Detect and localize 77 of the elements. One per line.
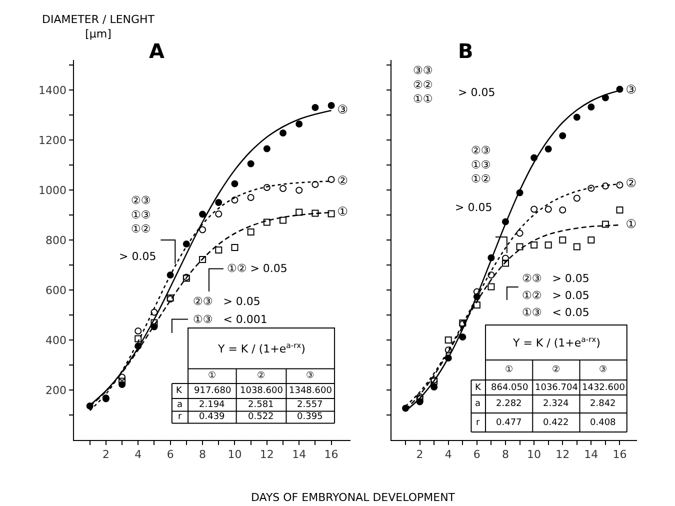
annotation: ② [257,371,266,381]
annotation: > 0.05 [458,86,496,99]
annotation: > 0.05 [119,250,156,263]
annotation: ①③ < 0.001 [193,313,268,326]
annotation: 1348.600 [289,386,332,396]
x-tick-label: 10 [228,448,242,462]
annotation: ①③ < 0.05 [522,306,590,319]
annotation: 0.439 [199,412,226,422]
series-label: ① [331,204,348,218]
annotation: 1036.704 [535,383,578,393]
annotation: K [475,383,482,393]
annotation: 2.557 [297,400,323,410]
annotation: Y = K / (1+e$^{a-rx}$) [217,341,306,356]
x-tick-label: 12 [260,448,274,462]
x-tick-label: 10 [527,448,542,462]
annotation: ②③ > 0.05 [522,272,590,285]
annotation: K [176,386,183,396]
annotation: ① [505,365,514,375]
annotation: ② [552,365,560,375]
annotation: 2.324 [543,399,570,409]
annotation: ③③ ②② ①① [413,64,433,106]
annotation: 917.680 [194,386,232,396]
y-tick-label: 1000 [38,184,67,197]
annotation: ②③ ①③ ①② [131,194,151,236]
annotation: r [476,418,480,428]
annotation: ②③ > 0.05 [193,295,260,308]
annotation: 1432.600 [582,383,626,393]
series-label: ③ [331,102,348,116]
x-tick-label: 16 [324,448,338,462]
x-tick-label: 2 [416,448,424,462]
annotation: ①② > 0.05 [227,262,288,275]
series-label: ③ [620,82,637,96]
annotation: a [475,399,481,409]
annotation: 2.194 [199,400,226,410]
x-tick-label: 4 [134,448,142,462]
annotation: ①② > 0.05 [522,289,590,302]
y-tick-label: 1200 [38,134,67,147]
x-tick-label: 8 [199,448,206,462]
annotation: 2.282 [496,399,522,409]
annotation: ① [208,371,216,381]
y-tick-label: 200 [46,384,67,397]
annotation: ③ [306,371,314,381]
x-tick-label: 6 [473,448,480,462]
x-tick-label: 12 [556,448,570,462]
y-tick-label: 600 [46,284,67,297]
x-tick-label: 2 [102,448,110,462]
x-axis-title: DAYS OF EMBRYONAL DEVELOPMENT [251,491,456,504]
chart-title: B [458,39,474,63]
y-axis-title: DIAMETER / LENGHT [µm] [42,13,155,40]
annotation: r [178,412,182,422]
annotation: ②③ ①③ ①② [471,144,491,186]
x-tick-label: 14 [292,448,306,462]
series-label: ② [620,176,637,190]
annotation: 0.422 [543,418,569,428]
y-tick-label: 1400 [38,84,67,97]
annotation: 0.522 [248,412,274,422]
y-tick-label: 800 [46,234,67,247]
annotation: Y = K / (1+e$^{a-rx}$) [512,335,600,350]
annotation: 1038.600 [240,386,284,396]
chart-title: A [149,39,165,63]
annotation: ③ [599,365,608,375]
annotation: 0.408 [590,418,616,428]
x-tick-label: 16 [612,448,627,462]
annotation: 0.395 [297,412,323,422]
y-tick-label: 400 [46,334,67,347]
annotation: 864.050 [491,383,528,393]
x-tick-label: 4 [444,448,452,462]
annotation: 2.842 [590,399,616,409]
series-label: ① [620,217,637,231]
x-tick-label: 8 [502,448,509,462]
series-label: ② [331,173,348,188]
x-tick-label: 14 [584,448,598,462]
annotation: a [177,400,183,410]
annotation: > 0.05 [455,201,492,214]
annotation: 2.581 [248,400,274,410]
annotation: 0.477 [496,418,522,428]
x-tick-label: 6 [166,448,174,462]
